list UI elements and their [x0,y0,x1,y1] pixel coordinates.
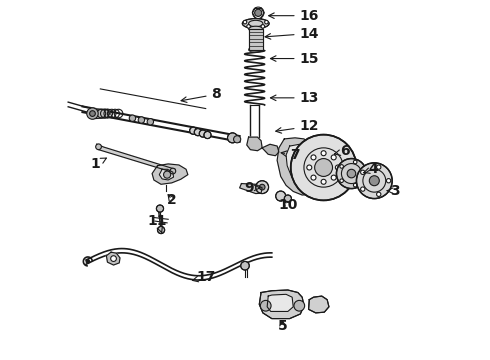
Polygon shape [247,137,262,151]
Text: 1: 1 [91,157,106,171]
Circle shape [291,135,356,201]
Circle shape [294,300,305,311]
Text: 3: 3 [387,184,400,198]
Text: 14: 14 [265,27,319,41]
Circle shape [331,175,336,180]
Text: 13: 13 [270,91,319,105]
Circle shape [255,9,262,17]
Circle shape [377,192,381,197]
Polygon shape [106,252,120,265]
Circle shape [353,183,357,187]
Circle shape [361,170,365,175]
Circle shape [241,261,249,270]
Circle shape [260,300,271,311]
Circle shape [194,129,201,136]
Circle shape [129,115,136,121]
Polygon shape [267,294,293,311]
Polygon shape [262,144,279,156]
Polygon shape [97,144,175,173]
Circle shape [276,191,286,201]
Circle shape [138,117,145,123]
Circle shape [96,144,101,150]
Circle shape [199,130,206,137]
Polygon shape [159,169,173,180]
Circle shape [321,151,326,156]
Circle shape [164,171,171,178]
Circle shape [361,187,365,191]
Circle shape [321,179,326,184]
Circle shape [170,168,176,174]
Circle shape [356,163,392,199]
Text: 7: 7 [281,148,300,162]
Circle shape [90,111,96,116]
Text: 10: 10 [278,198,297,212]
Circle shape [265,20,268,24]
Circle shape [190,127,197,134]
Circle shape [204,131,211,139]
Circle shape [247,24,250,28]
Ellipse shape [243,18,269,28]
Circle shape [353,160,357,164]
Ellipse shape [248,47,263,52]
Text: 12: 12 [276,120,319,134]
Text: 17: 17 [193,270,216,284]
Circle shape [234,136,241,143]
Circle shape [243,20,247,24]
Text: 11: 11 [147,214,167,234]
Circle shape [347,169,356,178]
Circle shape [337,158,367,189]
Circle shape [256,181,269,194]
Circle shape [156,205,164,212]
Circle shape [284,195,292,202]
Text: 2: 2 [167,193,176,207]
Circle shape [387,179,391,183]
Polygon shape [240,184,262,194]
Polygon shape [277,138,318,195]
Circle shape [307,165,312,170]
Circle shape [259,184,265,190]
Circle shape [111,256,117,261]
Circle shape [369,176,379,186]
Polygon shape [90,109,109,118]
Circle shape [261,24,265,28]
Text: 8: 8 [181,87,221,103]
Text: 4: 4 [363,162,378,176]
Text: 16: 16 [269,9,319,23]
Circle shape [311,175,316,180]
Polygon shape [259,290,304,319]
Text: 5: 5 [278,319,287,333]
Polygon shape [286,144,312,188]
Polygon shape [309,296,329,313]
Circle shape [377,165,381,169]
Polygon shape [152,164,188,184]
Circle shape [227,133,238,143]
Circle shape [331,155,336,160]
Polygon shape [248,29,263,50]
Circle shape [86,260,90,263]
Text: 15: 15 [270,51,319,66]
Circle shape [147,118,153,125]
Circle shape [157,226,165,234]
Circle shape [87,108,98,119]
Ellipse shape [248,26,263,32]
Circle shape [311,155,316,160]
Circle shape [315,158,333,176]
Circle shape [340,165,343,168]
Text: 9: 9 [244,181,260,195]
Circle shape [335,165,341,170]
Circle shape [340,179,343,183]
Text: 6: 6 [334,144,350,158]
Circle shape [362,172,366,175]
